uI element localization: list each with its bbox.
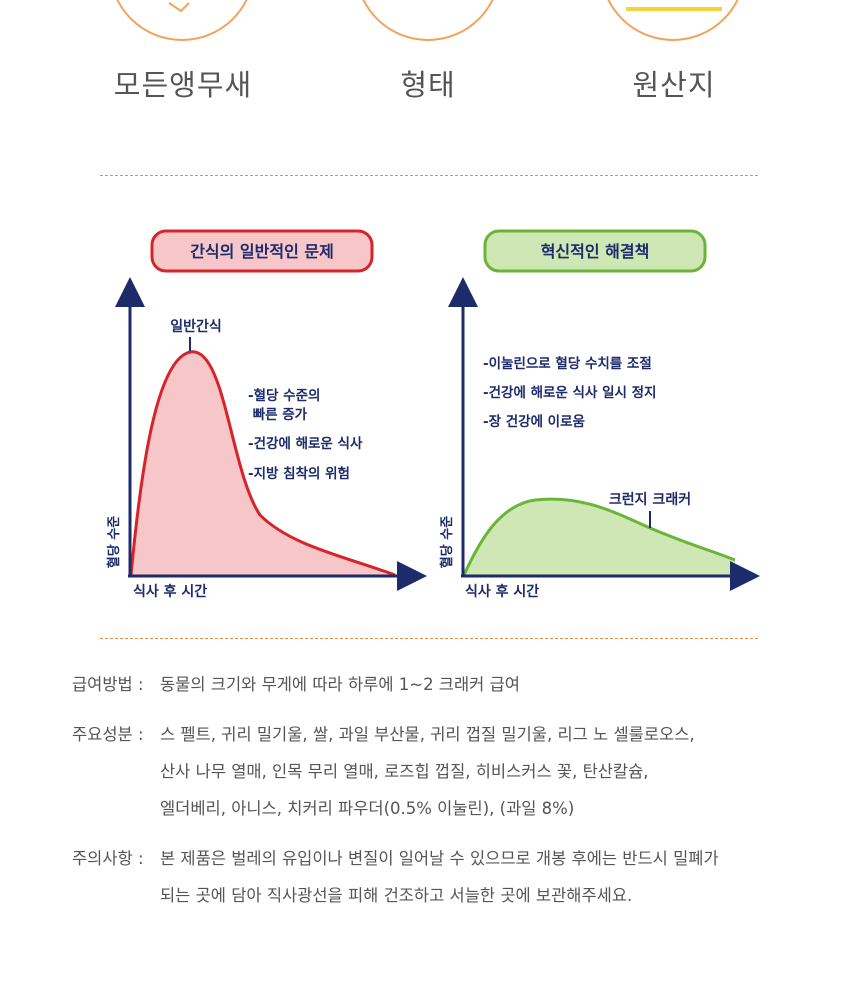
right-x-label: 식사 후 시간 xyxy=(465,583,539,600)
left-curve xyxy=(129,350,396,577)
left-chart-title-box xyxy=(150,229,374,273)
info-label-feeding: 급여방법 : xyxy=(72,675,144,694)
parrot-icon xyxy=(168,2,190,13)
left-curve-fill xyxy=(131,351,395,575)
right-chart: 혁신적인 해결책 -이눌린으로 혈당 수치를 조절 -건강에 해로운 식사 일시… xyxy=(439,229,760,600)
right-chart-title-box xyxy=(483,229,707,273)
info-feeding-line-1: 동물의 크기와 무게에 따라 하루에 1~2 크래커 급여 xyxy=(160,675,520,694)
left-peak-label: 일반간식 xyxy=(170,318,222,335)
left-chart: 간식의 일반적인 문제 일반간식 -혈당 수준의 빠른 증가 -건강에 해로운 … xyxy=(106,229,427,600)
info-caution-line-2: 되는 곳에 담아 직사광선을 피해 건조하고 서늘한 곳에 보관해주세요. xyxy=(160,886,633,905)
category-circle-parrot xyxy=(109,0,255,41)
right-note-1: -이눌린으로 혈당 수치를 조절 xyxy=(483,355,652,372)
category-circle-shape xyxy=(355,0,501,41)
info-caution-line-1: 본 제품은 벌레의 유입이나 변질이 일어날 수 있으므로 개봉 후에는 반드시… xyxy=(160,849,719,868)
left-note-3: -건강에 해로운 식사 xyxy=(248,435,363,452)
category-label-parrot: 모든앵무새 xyxy=(113,68,253,102)
right-curve-label: 크런지 크래커 xyxy=(609,491,691,508)
category-label-origin: 원산지 xyxy=(632,68,716,102)
right-note-3: -장 건강에 이로움 xyxy=(483,413,585,430)
left-chart-title: 간식의 일반적인 문제 xyxy=(190,242,334,261)
right-y-label: 혈당 수준 xyxy=(439,516,455,568)
info-ingredients-line-3: 엘더베리, 아니스, 치커리 파우더(0.5% 이눌린), (과일 8%) xyxy=(160,799,575,818)
left-x-label: 식사 후 시간 xyxy=(133,583,207,600)
info-ingredients-line-2: 산사 나무 열매, 인목 무리 열매, 로즈힙 껍질, 히비스커스 꽃, 탄산칼… xyxy=(160,762,649,781)
right-chart-title: 혁신적인 해결책 xyxy=(541,242,650,261)
category-circle-origin xyxy=(600,0,746,41)
glucose-comparison-diagram: 간식의 일반적인 문제 일반간식 -혈당 수준의 빠른 증가 -건강에 해로운 … xyxy=(106,229,760,600)
info-label-ingredients: 주요성분 : xyxy=(72,725,144,744)
right-curve-fill xyxy=(464,499,735,575)
right-curve xyxy=(462,497,736,576)
left-y-label: 혈당 수준 xyxy=(106,516,122,568)
left-note-2: 빠른 증가 xyxy=(248,407,308,423)
category-label-shape: 형태 xyxy=(400,68,456,102)
right-note-2: -건강에 해로운 식사 일시 정지 xyxy=(483,384,656,401)
divider-top xyxy=(100,175,758,176)
origin-flag-icon xyxy=(626,7,722,11)
left-note-4: -지방 침착의 위험 xyxy=(248,465,350,482)
info-label-caution: 주의사항 : xyxy=(72,849,144,868)
divider-bottom xyxy=(100,638,758,639)
info-ingredients-line-1: 스 펠트, 귀리 밀기울, 쌀, 과일 부산물, 귀리 껍질 밀기울, 리그 노… xyxy=(160,725,695,744)
left-note-1: -혈당 수준의 xyxy=(248,387,320,404)
